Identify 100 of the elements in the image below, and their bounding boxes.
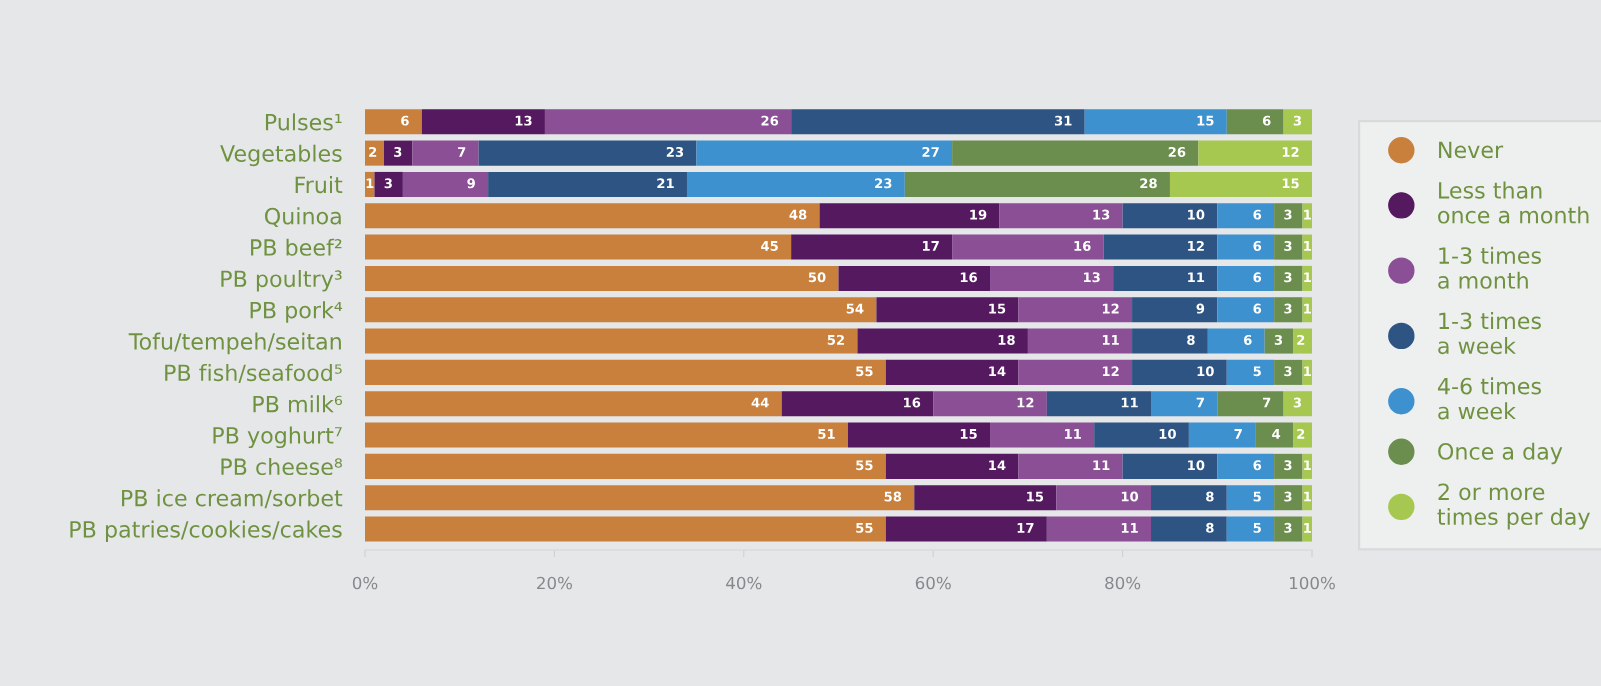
data-label: 12	[1017, 397, 1034, 408]
data-label: 1	[1304, 241, 1311, 251]
x-tick-label: 100%	[1290, 576, 1335, 590]
data-label: 12	[1102, 366, 1119, 377]
y-tick-label: PB poultry³	[221, 269, 342, 292]
y-tick-label: Tofu/tempeh/seitan	[128, 332, 341, 355]
legend-label: Less than once a month	[1438, 181, 1589, 224]
data-label: 15	[1027, 491, 1044, 502]
bar	[952, 234, 1104, 260]
data-label: 3	[1284, 303, 1292, 314]
data-label: 1	[1304, 523, 1311, 533]
data-label: 19	[970, 209, 987, 220]
bar	[999, 203, 1123, 229]
bar	[1274, 485, 1303, 511]
y-tick-label: PB cheese⁸	[221, 457, 342, 476]
bar	[1217, 265, 1275, 291]
bar	[1132, 359, 1227, 385]
data-label: 11	[1093, 460, 1110, 470]
x-tick-label: 60%	[915, 576, 951, 590]
bar	[1113, 265, 1218, 291]
bar	[1274, 453, 1303, 479]
data-label: 3	[1284, 366, 1292, 377]
data-label: 15	[1197, 115, 1214, 126]
bar	[1094, 422, 1189, 448]
bar	[1198, 140, 1312, 166]
bar	[1274, 265, 1303, 291]
bar	[478, 140, 697, 166]
bar	[885, 359, 1019, 385]
bar	[1027, 328, 1133, 354]
bar	[781, 391, 934, 417]
bar	[1132, 328, 1208, 354]
data-label: 1	[1304, 366, 1311, 377]
bar	[1207, 328, 1265, 354]
data-label: 12	[1188, 240, 1204, 251]
data-label: 45	[761, 241, 778, 251]
bar	[885, 453, 1019, 479]
data-label: 1	[366, 178, 374, 189]
legend-label: 1-3 times a week	[1438, 312, 1541, 355]
data-label: 12	[1282, 146, 1299, 157]
y-tick-label: PB beef²	[251, 238, 342, 256]
bar	[1188, 422, 1256, 448]
x-tick-label: 40%	[726, 576, 762, 590]
legend-label: Once a day	[1438, 442, 1563, 465]
bar	[1217, 453, 1275, 479]
data-label: 1	[1304, 491, 1311, 502]
bar	[374, 171, 403, 197]
data-label: 1	[1304, 303, 1311, 314]
bar	[1132, 297, 1218, 323]
bar	[857, 328, 1028, 354]
data-label: 15	[989, 303, 1006, 314]
bar	[1293, 328, 1312, 354]
data-label: 11	[1188, 272, 1205, 283]
data-label: 6	[1262, 115, 1271, 126]
legend-label: 4-6 times a week	[1437, 377, 1541, 420]
data-label: 8	[1206, 522, 1214, 533]
bar	[544, 109, 792, 135]
y-tick-label: PB patries/cookies/cakes	[70, 520, 342, 543]
data-label: 3	[1284, 272, 1292, 283]
bar	[365, 422, 848, 448]
data-label: 21	[657, 178, 674, 189]
data-label: 28	[1140, 178, 1157, 189]
data-label: 3	[1284, 209, 1292, 220]
bar	[1217, 391, 1284, 417]
data-label: 10	[1188, 460, 1205, 471]
data-label: 6	[1243, 334, 1252, 345]
bar	[1226, 109, 1284, 135]
bar	[402, 171, 489, 197]
data-label: 17	[1017, 523, 1034, 533]
data-label: 15	[960, 429, 977, 439]
data-label: 16	[960, 272, 977, 283]
bar	[383, 140, 413, 166]
data-label: 17	[922, 241, 939, 251]
bar	[1283, 109, 1312, 135]
bar	[1274, 203, 1303, 229]
bar	[1226, 359, 1275, 385]
data-label: 5	[1253, 366, 1261, 377]
data-label: 6	[1253, 240, 1262, 251]
y-tick-label: PB ice cream/sorbet	[122, 489, 343, 509]
data-label: 11	[1102, 335, 1119, 345]
bar	[1255, 422, 1294, 448]
bar	[1226, 516, 1275, 542]
data-label: 58	[884, 491, 902, 502]
bar	[952, 140, 1199, 166]
data-label: 3	[1293, 397, 1302, 408]
data-label: 3	[384, 178, 392, 189]
data-label: 1	[1304, 209, 1311, 220]
data-label: 7	[1234, 429, 1242, 439]
y-tick-label: PB pork⁴	[250, 301, 343, 323]
legend-label: 1-3 times a month	[1438, 246, 1541, 289]
data-label: 3	[1284, 491, 1292, 502]
bar	[1018, 297, 1133, 323]
data-label: 26	[1168, 146, 1186, 157]
data-label: 11	[1121, 523, 1138, 533]
y-tick-label: Quinoa	[264, 207, 341, 228]
data-label: 7	[458, 147, 466, 157]
bar	[1046, 516, 1152, 542]
data-label: 55	[856, 523, 873, 533]
data-label: 6	[1253, 272, 1262, 283]
data-label: 7	[1262, 397, 1271, 408]
bar	[1151, 391, 1218, 417]
